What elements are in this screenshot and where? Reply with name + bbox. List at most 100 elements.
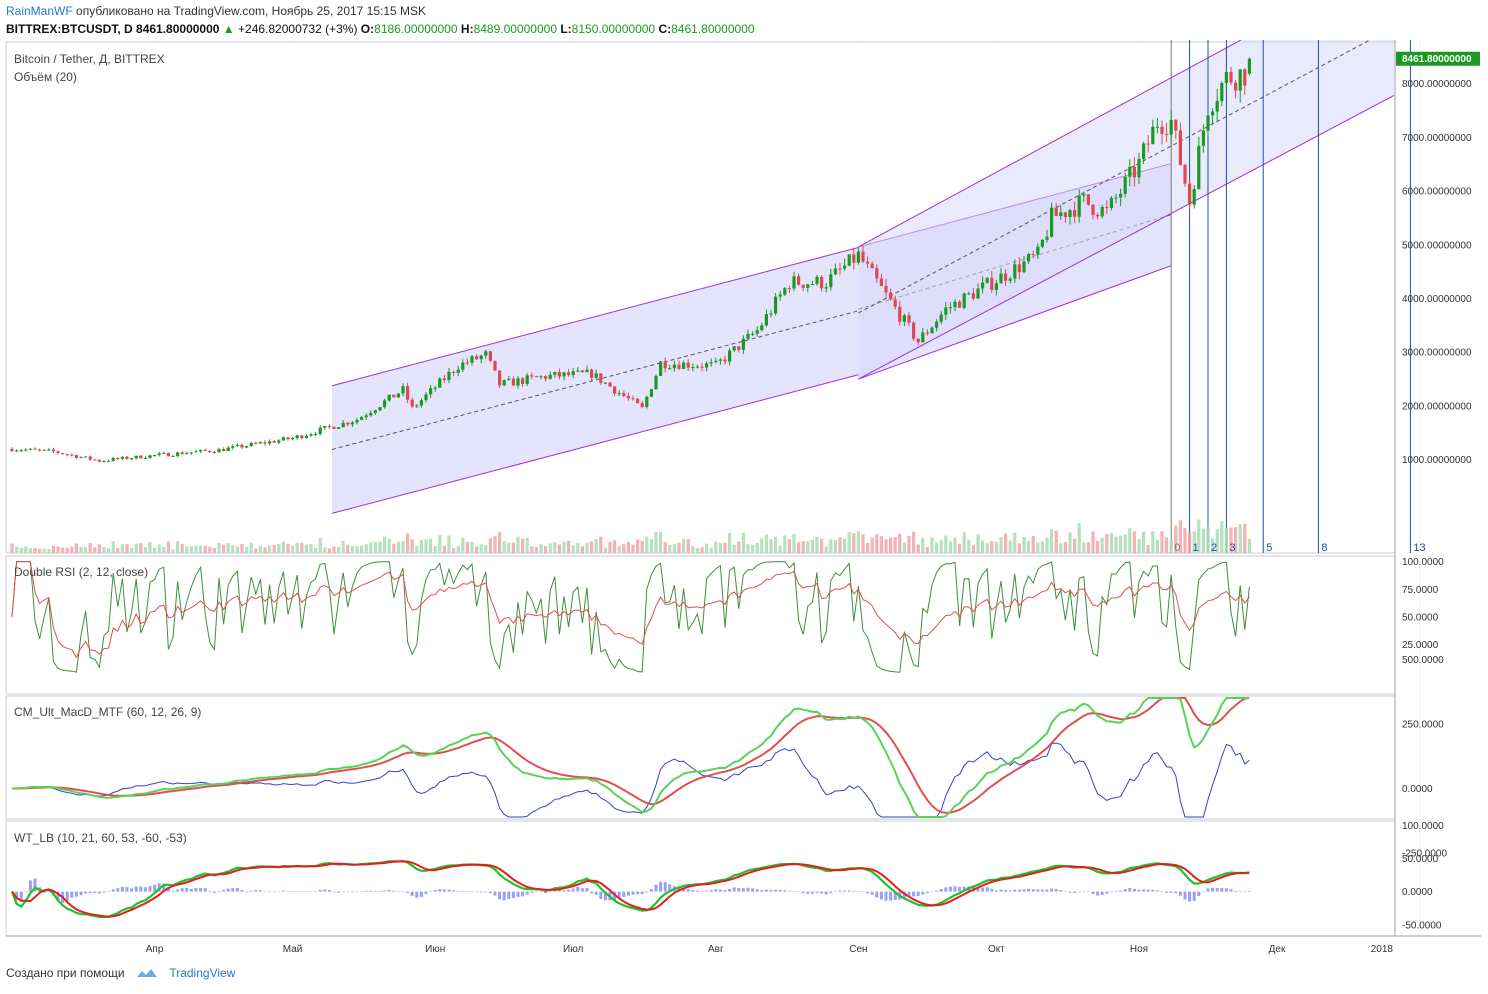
tradingview-brand[interactable]: TradingView	[169, 966, 236, 980]
volume-bar	[318, 538, 322, 553]
volume-bar	[120, 544, 124, 553]
volume-bar	[1091, 531, 1095, 553]
wt-hist-bar	[539, 891, 543, 893]
volume-bar	[424, 539, 428, 553]
candle-body	[19, 450, 23, 452]
macd-signal-line	[12, 697, 1250, 814]
volume-bar	[148, 542, 152, 553]
wt-hist-bar	[456, 890, 460, 892]
wt-hist-bar	[217, 891, 221, 892]
candle-body	[1077, 195, 1081, 217]
wt-hist-bar	[291, 891, 295, 892]
volume-bar	[240, 544, 244, 553]
wt-hist-bar	[1100, 891, 1104, 895]
volume-bar	[778, 545, 782, 553]
candle-body	[74, 455, 78, 458]
volume-bar	[33, 547, 37, 553]
candle-body	[309, 434, 313, 436]
candle-body	[208, 450, 212, 452]
candle-body	[1238, 69, 1242, 91]
footer-created: Создано при помощи	[6, 966, 125, 980]
candle-body	[130, 458, 134, 460]
candle-body	[833, 268, 837, 275]
candle-body	[585, 369, 589, 373]
volume-bar	[139, 543, 143, 553]
wt-hist-bar	[889, 891, 893, 901]
volume-bar	[843, 538, 847, 553]
chart-area[interactable]: АпрМайИюнИюлАвгСенОктНояДек20189000.0000…	[0, 40, 1488, 958]
month-tick-label: Дек	[1269, 944, 1286, 955]
wt-hist-bar	[631, 891, 635, 895]
volume-bar	[291, 545, 295, 553]
wt-hist-bar	[139, 886, 143, 892]
wt-hist-bar	[1137, 889, 1141, 892]
volume-bar	[47, 548, 51, 553]
candle-body	[1114, 197, 1118, 199]
wt-hist-bar	[318, 889, 322, 892]
volume-bar	[787, 539, 791, 553]
wt-hist-bar	[396, 891, 400, 893]
wt-hist-bar	[97, 891, 101, 894]
candle-body	[806, 284, 810, 288]
volume-bar	[1174, 525, 1178, 553]
candle-body	[1096, 214, 1100, 217]
wt-hist-bar	[590, 891, 594, 894]
volume-bar	[498, 531, 502, 553]
candle-body	[999, 273, 1003, 284]
candle-body	[1128, 166, 1132, 177]
candle-body	[893, 299, 897, 307]
candle-body	[166, 452, 170, 457]
candle-body	[33, 448, 37, 450]
wt-hist-bar	[1220, 888, 1224, 892]
volume-bar	[208, 546, 212, 553]
volume-bar	[447, 535, 451, 553]
candle-body	[935, 321, 939, 328]
volume-bar	[1211, 538, 1215, 553]
volume-bar	[507, 542, 511, 553]
candle-body	[1201, 130, 1205, 146]
wt-hist-bar	[709, 889, 713, 892]
candle-body	[475, 356, 479, 360]
volume-bar	[61, 547, 65, 553]
volume-bar	[994, 541, 998, 553]
volume-bar	[870, 537, 874, 553]
wt-hist-bar	[314, 891, 318, 892]
fib-time-label: 0	[1174, 542, 1180, 554]
wt-hist-bar	[286, 890, 290, 892]
volume-bar	[534, 547, 538, 553]
wt-hist-bar	[93, 891, 97, 894]
candle-body	[153, 454, 157, 456]
wt-hist-bar	[1031, 889, 1035, 892]
candle-body	[180, 452, 184, 455]
channel-a-upper	[331, 246, 859, 387]
volume-bar	[889, 537, 893, 553]
volume-bar	[548, 543, 552, 553]
candle-body	[42, 449, 46, 451]
candle-body	[590, 369, 594, 378]
last-price-label: 8461.80000000	[1402, 54, 1472, 65]
candle-body	[847, 254, 851, 266]
candle-body	[171, 455, 175, 457]
candle-body	[1119, 193, 1123, 198]
wt-hist-bar	[28, 880, 32, 892]
wt-hist-bar	[277, 891, 281, 893]
wt-hist-bar	[746, 887, 750, 892]
author-link[interactable]: RainManWF	[6, 4, 73, 18]
wt-hist-bar	[930, 891, 934, 893]
candle-body	[1059, 212, 1063, 217]
candle-body	[272, 441, 276, 443]
candle-body	[801, 284, 805, 288]
macd-pane[interactable]	[5, 695, 1396, 820]
candle-body	[797, 276, 801, 285]
volume-bar	[1151, 531, 1155, 553]
wt-hist-bar	[516, 891, 520, 897]
candle-body	[843, 265, 847, 269]
candle-body	[912, 322, 916, 339]
wt-pane[interactable]	[5, 820, 1396, 937]
volume-bar	[1192, 531, 1196, 553]
wt-hist-bar	[493, 891, 497, 896]
volume-bar	[916, 544, 920, 553]
wt-hist-bar	[700, 891, 704, 892]
volume-bar	[640, 540, 644, 553]
candle-body	[709, 362, 713, 364]
